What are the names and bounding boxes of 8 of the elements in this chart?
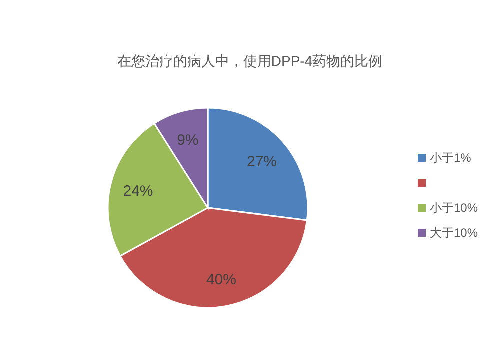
chart-title: 在您治疗的病人中，使用DPP-4药物的比例 bbox=[117, 53, 383, 69]
data-label: 27% bbox=[246, 153, 278, 170]
legend-label: 小于1% bbox=[430, 151, 472, 165]
legend-label: 大于10% bbox=[430, 226, 478, 240]
legend-label: 小于10% bbox=[430, 201, 478, 215]
data-label: 40% bbox=[206, 272, 237, 289]
data-label: 9% bbox=[177, 132, 199, 149]
data-label: 24% bbox=[123, 183, 154, 200]
